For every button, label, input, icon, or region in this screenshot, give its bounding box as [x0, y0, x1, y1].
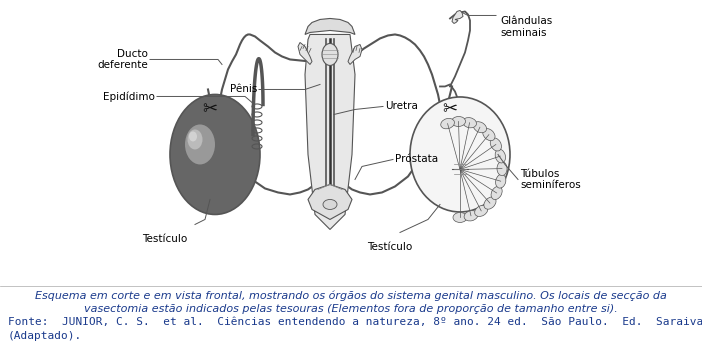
Ellipse shape	[484, 197, 496, 209]
Ellipse shape	[497, 162, 507, 175]
Text: Pênis: Pênis	[230, 84, 257, 95]
Polygon shape	[452, 11, 463, 23]
Polygon shape	[298, 43, 312, 64]
Ellipse shape	[463, 118, 477, 128]
Text: ✂: ✂	[442, 100, 458, 118]
Ellipse shape	[185, 124, 215, 165]
Text: Túbulos
seminíferos: Túbulos seminíferos	[520, 169, 581, 190]
Text: Testículo: Testículo	[367, 242, 413, 253]
Ellipse shape	[473, 122, 486, 133]
Ellipse shape	[451, 116, 465, 127]
Text: Glândulas
seminais: Glândulas seminais	[500, 16, 552, 38]
Ellipse shape	[491, 186, 502, 199]
Ellipse shape	[464, 211, 478, 221]
Polygon shape	[308, 185, 352, 219]
Text: Epidídimo: Epidídimo	[103, 91, 155, 102]
Text: Esquema em corte e em vista frontal, mostrando os órgãos do sistema genital masc: Esquema em corte e em vista frontal, mos…	[35, 291, 667, 301]
Polygon shape	[305, 19, 355, 35]
Polygon shape	[305, 35, 355, 229]
Polygon shape	[348, 44, 362, 64]
Ellipse shape	[187, 130, 202, 150]
Text: (Adaptado).: (Adaptado).	[8, 331, 82, 341]
Ellipse shape	[490, 138, 501, 151]
Ellipse shape	[170, 95, 260, 214]
Ellipse shape	[483, 128, 495, 141]
Ellipse shape	[323, 199, 337, 209]
Text: ✂: ✂	[202, 100, 218, 118]
Ellipse shape	[453, 213, 467, 222]
Ellipse shape	[189, 131, 197, 142]
Ellipse shape	[475, 205, 488, 217]
Text: Ducto
deferente: Ducto deferente	[98, 49, 148, 70]
Ellipse shape	[410, 97, 510, 212]
Text: vasectomia estão indicados pelas tesouras (Elementos fora de proporção de tamanh: vasectomia estão indicados pelas tesoura…	[84, 304, 618, 314]
Text: Fonte:  JUNIOR, C. S.  et al.  Ciências entendendo a natureza, 8º ano. 24 ed.  S: Fonte: JUNIOR, C. S. et al. Ciências ent…	[8, 317, 702, 328]
Ellipse shape	[322, 43, 338, 66]
Ellipse shape	[496, 174, 506, 188]
Text: Próstata: Próstata	[395, 154, 438, 165]
Ellipse shape	[495, 149, 505, 163]
Ellipse shape	[441, 118, 454, 129]
Text: Testículo: Testículo	[143, 234, 187, 245]
Text: Uretra: Uretra	[385, 102, 418, 111]
